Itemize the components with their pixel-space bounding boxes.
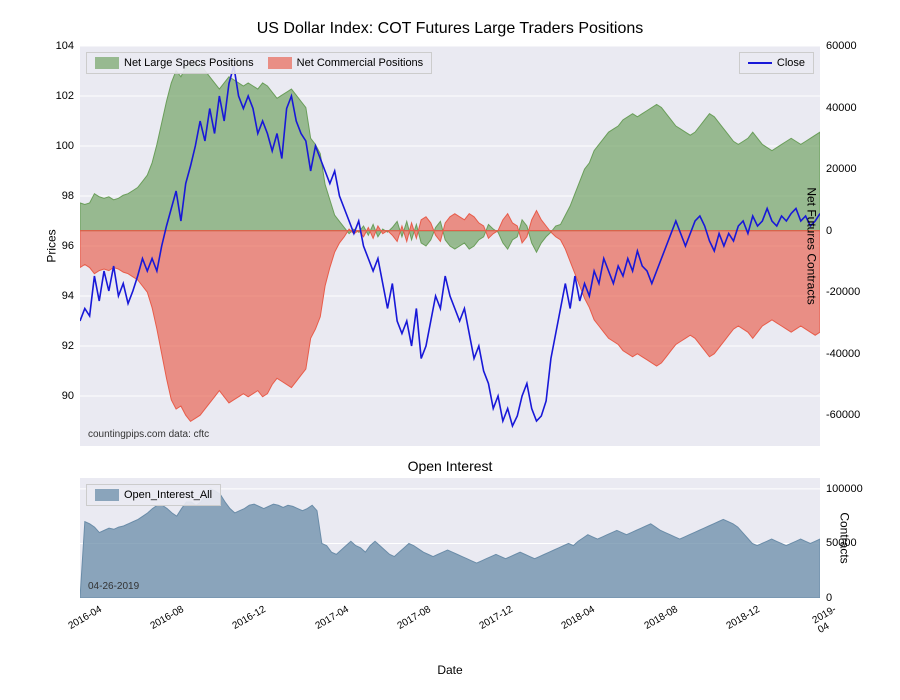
main-chart-svg bbox=[80, 46, 820, 446]
main-footnote: countingpips.com data: cftc bbox=[88, 429, 209, 440]
legend-close: Close bbox=[739, 52, 814, 74]
x-ticks: 2016-042016-082016-122017-042017-082017-… bbox=[80, 598, 820, 628]
x-axis-label: Date bbox=[20, 663, 880, 677]
legend-item: Close bbox=[748, 57, 805, 69]
main-plot-area: Prices Net Futures Contracts 90929496981… bbox=[80, 46, 820, 446]
sub-title: Open Interest bbox=[20, 458, 880, 474]
legend-label: Close bbox=[777, 57, 805, 69]
legend-label: Open_Interest_All bbox=[124, 489, 212, 501]
commercial-swatch bbox=[268, 57, 292, 69]
legend-positions: Net Large Specs Positions Net Commercial… bbox=[86, 52, 432, 74]
cot-chart-container: US Dollar Index: COT Futures Large Trade… bbox=[20, 20, 880, 677]
legend-item: Net Commercial Positions bbox=[268, 57, 424, 69]
sub-plot-area: Contracts 050000100000 Open_Interest_All… bbox=[80, 478, 820, 598]
legend-item: Net Large Specs Positions bbox=[95, 57, 254, 69]
oi-swatch bbox=[95, 489, 119, 501]
specs-swatch bbox=[95, 57, 119, 69]
legend-label: Net Large Specs Positions bbox=[124, 57, 254, 69]
close-line-swatch bbox=[748, 62, 772, 64]
legend-item: Open_Interest_All bbox=[95, 489, 212, 501]
right-axis-label: Net Futures Contracts bbox=[804, 187, 818, 304]
legend-label: Net Commercial Positions bbox=[297, 57, 424, 69]
legend-oi: Open_Interest_All bbox=[86, 484, 221, 506]
sub-footnote: 04-26-2019 bbox=[88, 581, 139, 592]
left-axis-label: Prices bbox=[45, 229, 59, 262]
main-title: US Dollar Index: COT Futures Large Trade… bbox=[20, 20, 880, 38]
